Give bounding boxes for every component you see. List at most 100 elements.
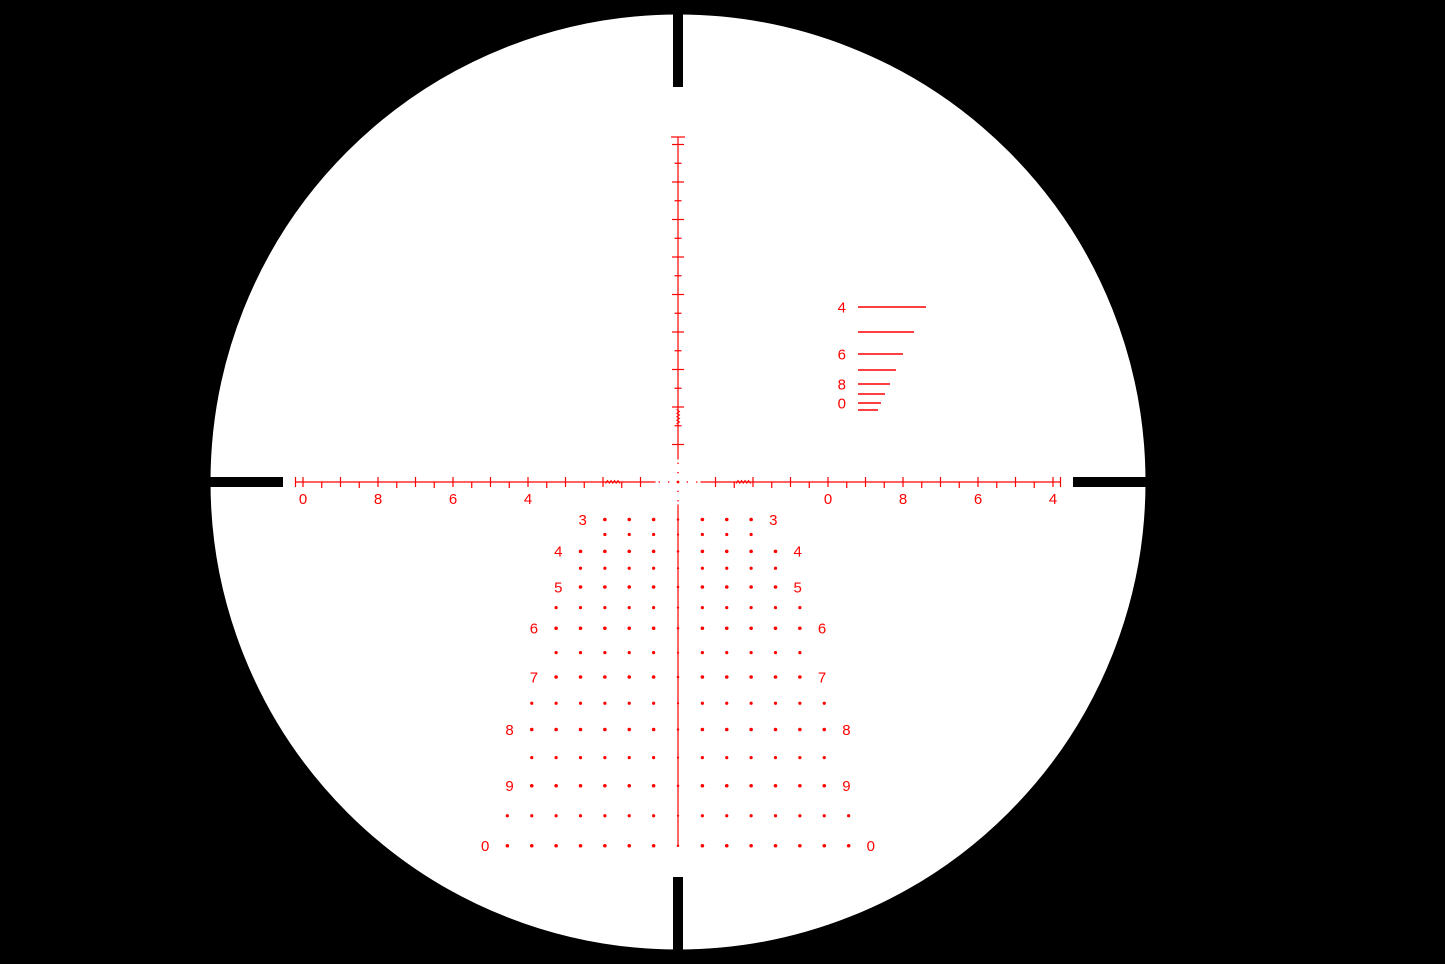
h-label-left: 4 <box>524 491 532 508</box>
holdover-center-dot <box>677 627 680 630</box>
ranging-label: 6 <box>838 346 846 363</box>
holdover-dot <box>554 675 558 679</box>
holdover-dot <box>603 626 607 630</box>
holdover-dot <box>749 626 753 630</box>
holdover-dot <box>701 626 705 630</box>
holdover-dot <box>627 585 631 589</box>
holdover-dot <box>725 675 729 679</box>
holdover-center-dot <box>677 533 679 535</box>
holdover-dot <box>554 626 558 630</box>
holdover-label-right: 9 <box>842 778 850 795</box>
center-fine-dot <box>658 481 660 483</box>
holdover-dot <box>506 844 510 848</box>
holdover-dot <box>579 784 583 788</box>
holdover-dot <box>579 702 582 705</box>
holdover-label-right: 0 <box>867 838 875 855</box>
post-top <box>673 12 683 87</box>
holdover-dot <box>725 844 729 848</box>
holdover-dot <box>847 844 851 848</box>
holdover-dot <box>701 651 704 654</box>
holdover-center-dot <box>677 567 679 569</box>
holdover-dot <box>555 606 558 609</box>
holdover-dot <box>579 567 582 570</box>
holdover-dot <box>628 567 631 570</box>
holdover-dot <box>627 784 631 788</box>
holdover-dot <box>750 702 753 705</box>
holdover-dot <box>652 567 655 570</box>
holdover-dot <box>774 814 777 817</box>
holdover-dot <box>652 756 655 759</box>
holdover-dot <box>847 814 850 817</box>
holdover-label-right: 6 <box>818 621 826 638</box>
holdover-dot <box>823 756 826 759</box>
holdover-dot <box>774 756 777 759</box>
center-fine-dot <box>677 472 679 474</box>
h-label-right: 0 <box>824 491 832 508</box>
center-fine-dot <box>677 462 679 464</box>
holdover-dot <box>798 651 801 654</box>
holdover-dot <box>628 756 631 759</box>
post-right <box>1073 477 1148 487</box>
center-fine-dot <box>677 500 679 502</box>
holdover-dot <box>530 814 533 817</box>
holdover-dot <box>798 606 801 609</box>
holdover-center-dot <box>677 607 679 609</box>
holdover-dot <box>701 814 704 817</box>
holdover-dot <box>652 814 655 817</box>
ranging-label: 0 <box>838 395 846 412</box>
h-label-right: 4 <box>1049 491 1057 508</box>
holdover-dot <box>652 585 656 589</box>
holdover-dot <box>798 756 801 759</box>
holdover-dot <box>774 626 778 630</box>
holdover-dot <box>774 784 778 788</box>
holdover-label-right: 8 <box>842 722 850 739</box>
holdover-dot <box>652 518 656 522</box>
holdover-label-right: 3 <box>769 512 777 529</box>
holdover-center-dot <box>677 518 680 521</box>
holdover-dot <box>555 702 558 705</box>
holdover-dot <box>822 784 826 788</box>
h-label-left: 6 <box>449 491 457 508</box>
holdover-dot <box>822 844 826 848</box>
holdover-dot <box>725 606 728 609</box>
holdover-dot <box>701 675 705 679</box>
holdover-dot <box>579 651 582 654</box>
h-label-left: 8 <box>374 491 382 508</box>
holdover-dot <box>603 651 606 654</box>
holdover-center-dot <box>677 815 679 817</box>
holdover-dot <box>725 585 729 589</box>
holdover-dot <box>774 844 778 848</box>
holdover-label-left: 8 <box>505 722 513 739</box>
holdover-dot <box>579 844 583 848</box>
holdover-dot <box>750 606 753 609</box>
holdover-dot <box>725 533 728 536</box>
holdover-dot <box>749 675 753 679</box>
holdover-dot <box>652 844 656 848</box>
holdover-dot <box>627 844 631 848</box>
holdover-dot <box>749 518 753 522</box>
holdover-dot <box>774 675 778 679</box>
holdover-dot <box>579 606 582 609</box>
holdover-dot <box>774 567 777 570</box>
holdover-dot <box>603 844 607 848</box>
holdover-label-left: 7 <box>530 669 538 686</box>
ranging-label: 4 <box>838 299 846 316</box>
holdover-center-dot <box>677 757 679 759</box>
holdover-dot <box>579 728 583 732</box>
holdover-dot <box>749 585 753 589</box>
holdover-dot <box>725 784 729 788</box>
holdover-dot <box>652 728 656 732</box>
holdover-dot <box>652 702 655 705</box>
holdover-dot <box>749 844 753 848</box>
holdover-dot <box>701 518 705 522</box>
holdover-dot <box>774 606 777 609</box>
holdover-dot <box>725 518 729 522</box>
holdover-dot <box>822 728 826 732</box>
holdover-dot <box>701 606 704 609</box>
holdover-dot <box>750 651 753 654</box>
post-left <box>208 477 283 487</box>
holdover-dot <box>530 728 534 732</box>
holdover-dot <box>652 675 656 679</box>
holdover-dot <box>798 844 802 848</box>
holdover-dot <box>627 728 631 732</box>
